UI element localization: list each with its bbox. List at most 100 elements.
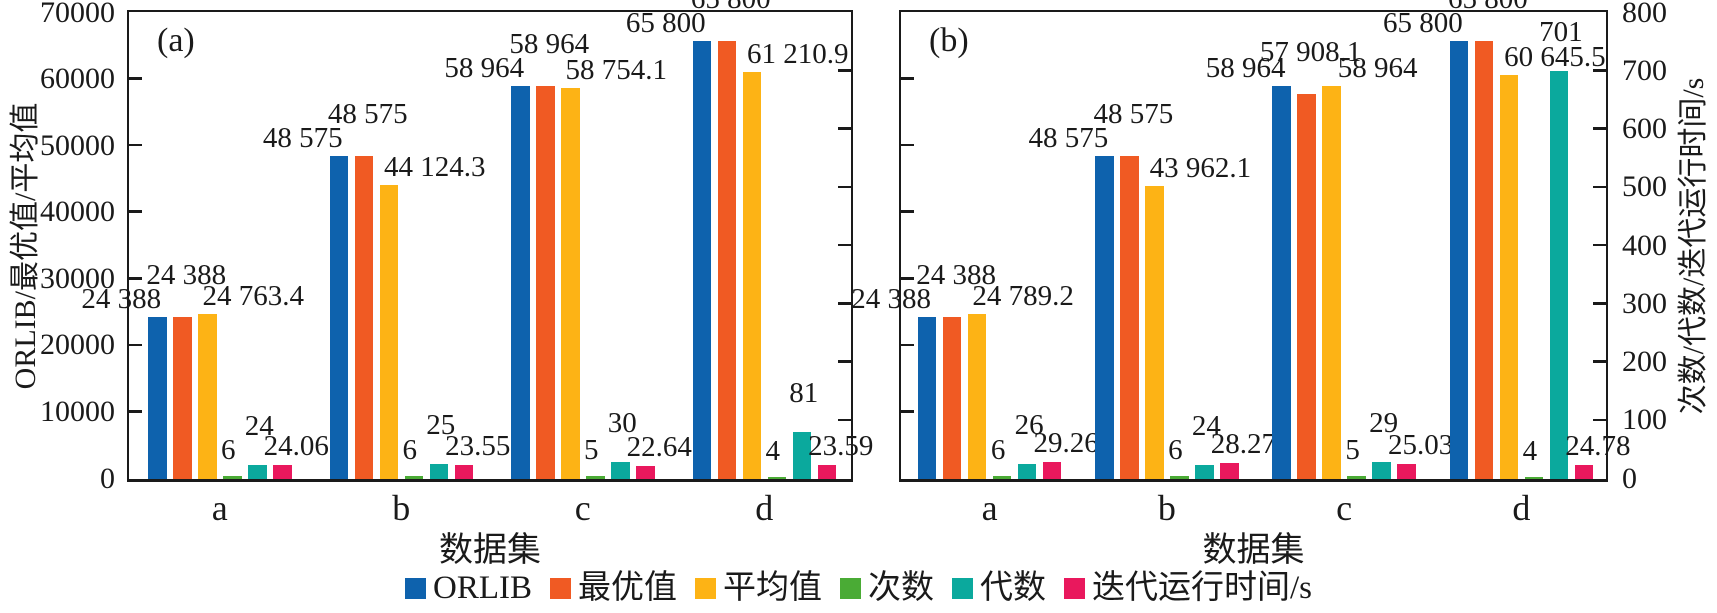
bar-count-d xyxy=(767,476,786,479)
plot-area-b: (b) 24 388 24 388 24 789.2 6 26 29.26 a 48 575 4… xyxy=(851,0,1630,526)
bar-best-value-b xyxy=(354,155,373,479)
bar-label-best-value-b: 48 575 xyxy=(1093,97,1174,130)
bar-label-runtime-a: 24.06 xyxy=(263,430,329,462)
legend-item-count: 次数 xyxy=(839,569,934,606)
legend-item-generations: 代数 xyxy=(951,571,1046,605)
bar-label-generations-c: 29 xyxy=(1369,407,1399,440)
bar-mean-value-a xyxy=(198,314,217,479)
bar-count-a xyxy=(223,475,242,479)
panel-b: (b) 24 388 24 388 24 789.2 6 26 29.26 a 48 575 4… xyxy=(851,0,1630,568)
bar-label-mean-value-d: 60 645.5 xyxy=(1504,41,1606,74)
right-tick-label-200: 200 xyxy=(1622,345,1667,378)
legend-label-mean-value: 平均值 xyxy=(722,569,822,606)
legend-item-runtime: 迭代运行时间/s xyxy=(1063,569,1312,606)
bar-label-mean-value-b: 44 124.3 xyxy=(384,151,486,184)
bar-best-value-b xyxy=(1120,155,1139,479)
axis-tick xyxy=(129,143,142,147)
bar-runtime-c xyxy=(636,465,655,479)
panel-b-label: (b) xyxy=(929,22,969,59)
right-tick-label-300: 300 xyxy=(1622,286,1667,320)
axis-tick xyxy=(901,343,914,347)
bar-runtime-c xyxy=(1397,464,1416,479)
bar-label-mean-value-c: 58 754.1 xyxy=(565,53,668,86)
bar-orlib-d xyxy=(1449,40,1469,479)
bar-label-best-value-d: 65 800 xyxy=(691,0,771,14)
legend-swatch-best-value xyxy=(549,577,571,599)
bar-label-count-b: 6 xyxy=(402,433,418,466)
axis-tick xyxy=(901,410,914,413)
bar-label-generations-b: 24 xyxy=(1191,410,1221,443)
axis-tick xyxy=(129,343,142,347)
legend-label-runtime: 迭代运行时间/s xyxy=(1091,569,1312,606)
axis-tick xyxy=(901,143,914,147)
axis-tick xyxy=(129,210,142,213)
axis-tick xyxy=(1593,69,1606,72)
legend-label-count: 次数 xyxy=(867,569,934,606)
bar-label-generations-d: 81 xyxy=(789,376,819,409)
bar-count-c xyxy=(1347,476,1366,479)
bar-best-value-a xyxy=(173,316,192,479)
left-tick-label-70000: 70000 xyxy=(40,0,115,29)
right-axis-tick-labels: 0 100 200 300 400 500 600 700 800 xyxy=(1622,0,1717,613)
bar-best-value-d xyxy=(717,40,736,479)
bar-orlib-b xyxy=(1095,155,1114,479)
axis-tick xyxy=(129,277,142,280)
bar-label-generations-c: 30 xyxy=(607,406,637,439)
bar-runtime-b xyxy=(454,465,473,479)
bar-label-runtime-d: 23.59 xyxy=(808,430,874,463)
axis-tick xyxy=(901,277,914,280)
axis-tick xyxy=(1593,185,1606,188)
bar-label-runtime-c: 25.03 xyxy=(1388,429,1454,462)
bar-orlib-d xyxy=(692,40,711,479)
bar-best-value-c xyxy=(536,86,555,479)
bar-best-value-c xyxy=(1297,93,1316,479)
legend: ORLIB 最优值 平均值 次数 代数 迭代运行时间/s xyxy=(0,570,1717,605)
right-tick-label-500: 500 xyxy=(1622,170,1667,204)
bar-label-mean-value-c: 58 964 xyxy=(1337,52,1418,85)
panel-a-label: (a) xyxy=(157,22,195,59)
bar-label-mean-value-a: 24 789.2 xyxy=(972,279,1074,312)
legend-item-best-value: 最优值 xyxy=(549,569,677,606)
bar-generations-a xyxy=(1017,463,1037,479)
bar-label-count-b: 6 xyxy=(1168,433,1183,466)
bar-generations-d xyxy=(1549,70,1569,479)
bar-mean-value-c xyxy=(561,87,580,479)
bar-mean-value-b xyxy=(1145,186,1164,479)
bar-label-mean-value-b: 43 962.1 xyxy=(1149,152,1252,185)
bar-mean-value-c xyxy=(1322,86,1341,479)
legend-swatch-generations xyxy=(951,577,973,599)
left-axis-tick-labels: 0 10000 20000 30000 40000 50000 60000 70000 xyxy=(0,0,121,613)
bar-count-d xyxy=(1524,476,1544,479)
legend-swatch-orlib xyxy=(404,577,426,599)
axis-tick xyxy=(1593,302,1606,305)
right-tick-label-600: 600 xyxy=(1622,112,1667,145)
category-label-b-a: b xyxy=(392,488,411,528)
bar-count-a xyxy=(992,475,1012,479)
bar-label-generations-d: 701 xyxy=(1539,15,1583,48)
category-label-a-a: a xyxy=(211,488,228,528)
axis-tick xyxy=(129,77,142,80)
bar-count-c xyxy=(586,476,605,479)
bar-label-orlib-b: 48 575 xyxy=(1028,121,1109,154)
axis-tick xyxy=(838,302,851,305)
bar-generations-d xyxy=(792,431,811,479)
bar-label-count-c: 5 xyxy=(584,434,599,467)
axis-tick xyxy=(1593,418,1606,421)
bar-mean-value-d xyxy=(742,71,761,479)
legend-label-best-value: 最优值 xyxy=(577,569,677,606)
panel-a: (a) 24 388 24 388 24 763.4 6 24 24.06 a 48 575 4… xyxy=(81,0,873,568)
bar-label-count-d: 4 xyxy=(1522,434,1538,467)
category-label-a-b: a xyxy=(981,488,998,528)
bar-orlib-a xyxy=(148,316,167,479)
bar-runtime-d xyxy=(817,465,836,479)
legend-label-orlib: ORLIB xyxy=(432,569,532,606)
bar-label-orlib-a: 24 388 xyxy=(851,282,931,315)
right-tick-label-100: 100 xyxy=(1622,403,1667,437)
bar-label-orlib-b: 48 575 xyxy=(262,121,343,154)
bar-runtime-a xyxy=(273,465,292,479)
legend-item-orlib: ORLIB xyxy=(404,569,532,606)
bar-label-orlib-a: 24 388 xyxy=(81,282,162,315)
right-tick-label-400: 400 xyxy=(1622,228,1667,262)
right-tick-label-800: 800 xyxy=(1622,0,1667,29)
